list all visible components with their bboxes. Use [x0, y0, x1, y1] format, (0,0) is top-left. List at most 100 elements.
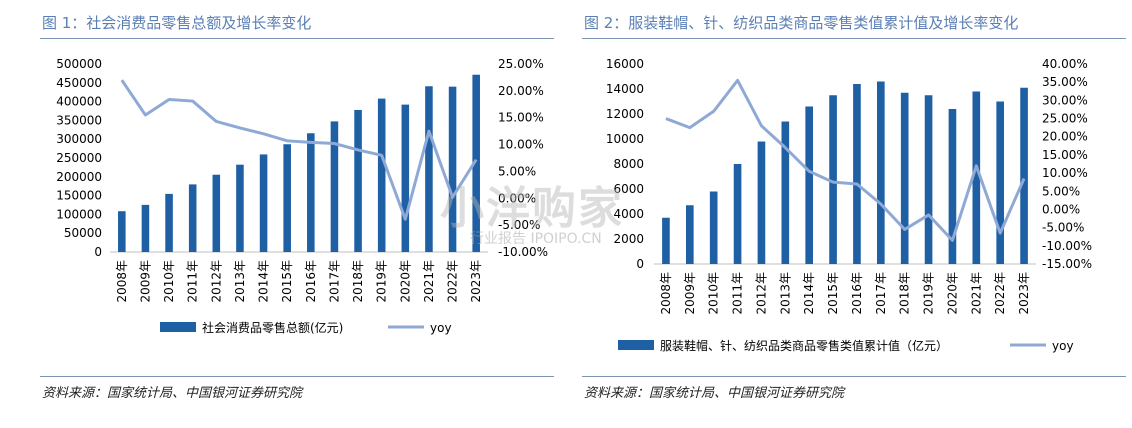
y-left-tick-label: 300000 [56, 132, 102, 146]
bar [165, 193, 173, 252]
x-tick-label: 2013年 [233, 260, 247, 303]
bar [757, 141, 766, 264]
bar [141, 204, 150, 252]
bar [685, 205, 694, 264]
x-tick-label: 2014年 [802, 272, 816, 315]
legend-swatch-bar [618, 340, 654, 350]
y-right-tick-label: 35.00% [1042, 75, 1088, 89]
x-tick-label: 2014年 [257, 260, 271, 303]
legend-label-line: yoy [1052, 339, 1074, 353]
yoy-line [665, 78, 1026, 242]
y-right-tick-label: 5.00% [498, 164, 536, 178]
legend-label-line: yoy [430, 321, 452, 335]
x-tick-label: 2021年 [422, 260, 436, 303]
x-tick-label: 2010年 [162, 260, 176, 303]
y-right-tick-label: 25.00% [498, 57, 544, 71]
bar [805, 106, 814, 264]
y-right-tick-label: -5.00% [1042, 221, 1084, 235]
legend-label-bar: 服装鞋帽、针、纺织品类商品零售类值累计值（亿元） [660, 338, 948, 353]
x-tick-label: 2012年 [754, 272, 768, 315]
bar [733, 164, 742, 264]
x-tick-label: 2015年 [826, 272, 840, 315]
title-divider [40, 38, 554, 39]
y-left-tick-label: 450000 [56, 76, 102, 90]
y-right-tick-label: -10.00% [1042, 239, 1092, 253]
y-right-tick-label: -10.00% [498, 245, 548, 259]
legend-label-bar: 社会消费品零售总额(亿元) [202, 320, 343, 335]
y-left-tick-label: 10000 [606, 132, 644, 146]
y-left-tick-label: 500000 [56, 57, 102, 71]
x-tick-label: 2010年 [707, 272, 721, 315]
chart-title: 图 1：社会消费品零售总额及增长率变化 [42, 14, 312, 32]
y-left-tick-label: 2000 [613, 232, 644, 246]
x-tick-label: 2011年 [731, 272, 745, 315]
bar [259, 154, 268, 252]
bar [472, 74, 480, 252]
bar [924, 95, 933, 264]
y-right-tick-label: 30.00% [1042, 93, 1088, 107]
bar [236, 164, 244, 252]
x-tick-label: 2020年 [398, 260, 412, 303]
x-tick-label: 2008年 [115, 260, 129, 303]
source-note: 资料来源：国家统计局、中国银河证券研究院 [584, 386, 845, 401]
x-tick-label: 2019年 [922, 272, 936, 315]
y-left-tick-label: 14000 [606, 82, 644, 96]
bar [853, 84, 861, 264]
bar [781, 121, 790, 264]
y-right-tick-label: -15.00% [1042, 257, 1092, 271]
y-left-tick-label: 12000 [606, 107, 644, 121]
bar [948, 109, 957, 264]
x-tick-label: 2020年 [945, 272, 959, 315]
y-right-tick-label: 0.00% [1042, 202, 1080, 216]
bar [709, 191, 718, 264]
x-tick-label: 2018年 [351, 260, 365, 303]
x-tick-label: 2022年 [446, 260, 460, 303]
x-tick-label: 2009年 [138, 260, 152, 303]
y-right-tick-label: 15.00% [1042, 148, 1088, 162]
y-left-tick-label: 250000 [56, 151, 102, 165]
x-tick-label: 2015年 [280, 260, 294, 303]
y-left-tick-label: 0 [94, 245, 102, 259]
x-tick-label: 2021年 [969, 272, 983, 315]
y-left-tick-label: 350000 [56, 113, 102, 127]
bar [829, 95, 837, 264]
x-tick-label: 2018年 [898, 272, 912, 315]
y-right-tick-label: 10.00% [1042, 166, 1088, 180]
chart-panel-2: 图 2：服装鞋帽、针、纺织品类商品零售类值累计值及增长率变化 0 2000 4000… [578, 0, 1132, 428]
source-note: 资料来源：国家统计局、中国银河证券研究院 [42, 386, 303, 401]
bar [662, 217, 670, 264]
bar [330, 121, 339, 252]
x-tick-label: 2009年 [683, 272, 697, 315]
x-tick-label: 2017年 [327, 260, 341, 303]
x-tick-label: 2016年 [850, 272, 864, 315]
bar [377, 98, 386, 253]
y-left-tick-label: 0 [636, 257, 644, 271]
x-tick-label: 2008年 [659, 272, 673, 315]
y-left-tick-label: 400000 [56, 95, 102, 109]
y-right-tick-label: 0.00% [498, 191, 536, 205]
y-right-tick-label: 5.00% [1042, 184, 1080, 198]
y-right-tick-label: 10.00% [498, 138, 544, 152]
bar [972, 91, 981, 264]
y-left-tick-label: 100000 [56, 207, 102, 221]
y-left-tick-label: 4000 [613, 207, 644, 221]
x-tick-label: 2017年 [874, 272, 888, 315]
y-left-tick-label: 16000 [606, 57, 644, 71]
bar [448, 86, 457, 252]
yoy-line [120, 79, 478, 221]
y-left-tick-label: 50000 [64, 226, 102, 240]
x-tick-label: 2013年 [778, 272, 792, 315]
bar [996, 101, 1005, 264]
y-right-tick-label: 40.00% [1042, 57, 1088, 71]
x-tick-label: 2023年 [1017, 272, 1031, 315]
bar [425, 86, 433, 252]
legend-swatch-bar [160, 322, 196, 332]
bar [307, 133, 315, 252]
y-right-tick-label: 20.00% [498, 84, 544, 98]
source-divider [40, 376, 554, 377]
chart-canvas-2: 0 2000 4000 6000 8000 10000 12000 14000 16000 -15… [606, 57, 1092, 353]
x-tick-label: 2019年 [375, 260, 389, 303]
chart-title: 图 2：服装鞋帽、针、纺织品类商品零售类值累计值及增长率变化 [584, 14, 1019, 32]
y-right-tick-label: 25.00% [1042, 112, 1088, 126]
y-left-tick-label: 200000 [56, 170, 102, 184]
